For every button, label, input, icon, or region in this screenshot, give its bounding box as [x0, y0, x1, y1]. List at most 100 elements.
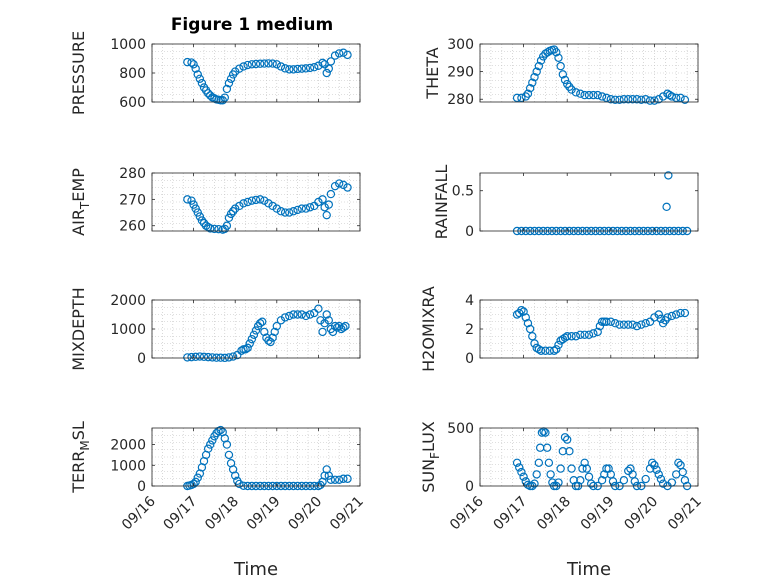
data-point [191, 352, 200, 362]
y-label-main: SUN [419, 459, 438, 493]
y-label-main: TERR [69, 451, 88, 494]
data-point [582, 464, 592, 473]
series-theta [512, 45, 690, 105]
data-point [218, 96, 227, 105]
axes-frame [151, 427, 361, 487]
axes-mixdepth: 0 1000 2000 MIXDEPTH [69, 287, 361, 371]
series-h2omixra [512, 305, 690, 355]
data-point [247, 334, 257, 344]
data-point [268, 201, 277, 211]
data-point [251, 59, 261, 69]
data-point [628, 320, 637, 329]
data-point [580, 330, 589, 339]
data-point [280, 208, 290, 217]
data-point [556, 336, 565, 345]
data-point [654, 95, 663, 104]
data-point [233, 350, 242, 360]
data-point [224, 78, 234, 88]
data-point [626, 464, 635, 473]
data-point [652, 465, 661, 474]
data-point [624, 95, 633, 104]
data-point [266, 337, 275, 347]
axes-air_temp: 260 270 280 AIRTEMP [69, 166, 361, 236]
data-point [663, 313, 672, 322]
data-point [226, 209, 236, 219]
data-point [554, 340, 563, 350]
data-point [276, 316, 286, 325]
data-point [208, 436, 217, 445]
data-point [260, 196, 269, 205]
data-point [324, 316, 333, 325]
data-point [255, 195, 265, 204]
data-point [678, 467, 687, 477]
y-label-subscript: M [78, 440, 92, 450]
plot-area [480, 173, 698, 231]
data-point [554, 53, 563, 63]
x-tick-label: 09/17 [491, 494, 531, 534]
data-point [189, 479, 198, 489]
data-point [289, 207, 298, 216]
axes-frame [151, 172, 361, 232]
x-tick-label: 09/21 [665, 494, 705, 534]
y-axis-label: H2OMIXRA [419, 286, 438, 372]
y-tick-label: 0.5 [452, 184, 474, 200]
data-point [567, 464, 576, 473]
y-label-rest: EMP [69, 168, 88, 202]
data-point [676, 93, 685, 103]
data-point [324, 64, 333, 73]
x-tick-label: 09/19 [578, 494, 618, 534]
data-point [645, 317, 655, 326]
data-point [610, 95, 620, 104]
data-point [656, 474, 666, 484]
y-tick-label: 270 [119, 192, 146, 208]
data-point [552, 345, 561, 354]
data-point [235, 201, 244, 211]
data-point [576, 330, 585, 339]
data-point [324, 471, 333, 480]
data-point [293, 310, 302, 319]
data-point [226, 74, 236, 84]
data-point [268, 333, 277, 342]
data-point [641, 95, 650, 104]
data-point [320, 319, 329, 328]
data-point [519, 307, 528, 316]
data-point [337, 324, 346, 334]
data-point [301, 64, 311, 73]
data-point [318, 327, 327, 337]
data-point [544, 458, 554, 467]
data-point [549, 45, 559, 54]
data-point [322, 68, 331, 78]
data-point [680, 308, 690, 318]
data-point [650, 96, 659, 105]
y-label-main: MIXDEPTH [69, 287, 88, 370]
data-point [624, 320, 633, 329]
data-point [297, 64, 306, 73]
y-label-rest: LUX [419, 421, 438, 452]
data-point [301, 311, 311, 321]
series-mixdepth [183, 304, 350, 363]
y-axis-label: TERRMSL [69, 421, 92, 494]
data-point [619, 95, 629, 104]
data-point [264, 199, 273, 208]
data-point [565, 447, 574, 456]
y-tick-label: 290 [447, 65, 474, 81]
data-point [305, 203, 315, 212]
data-point [528, 78, 537, 87]
x-tick-label: 09/17 [161, 494, 201, 534]
y-label-main: PRESSURE [69, 31, 88, 115]
axes-frame [479, 427, 699, 487]
data-point [606, 317, 616, 326]
plot-area [152, 44, 360, 102]
x-tick-label: 09/19 [244, 494, 284, 534]
data-point [318, 195, 327, 204]
data-point [183, 353, 192, 362]
data-point [558, 70, 568, 79]
data-point [289, 65, 298, 74]
data-point [222, 84, 232, 94]
y-tick-label: 300 [447, 37, 474, 53]
data-point [251, 195, 261, 205]
data-point [268, 59, 277, 68]
data-point [597, 317, 607, 326]
y-tick-label: 2000 [110, 438, 146, 454]
data-point [297, 310, 306, 319]
